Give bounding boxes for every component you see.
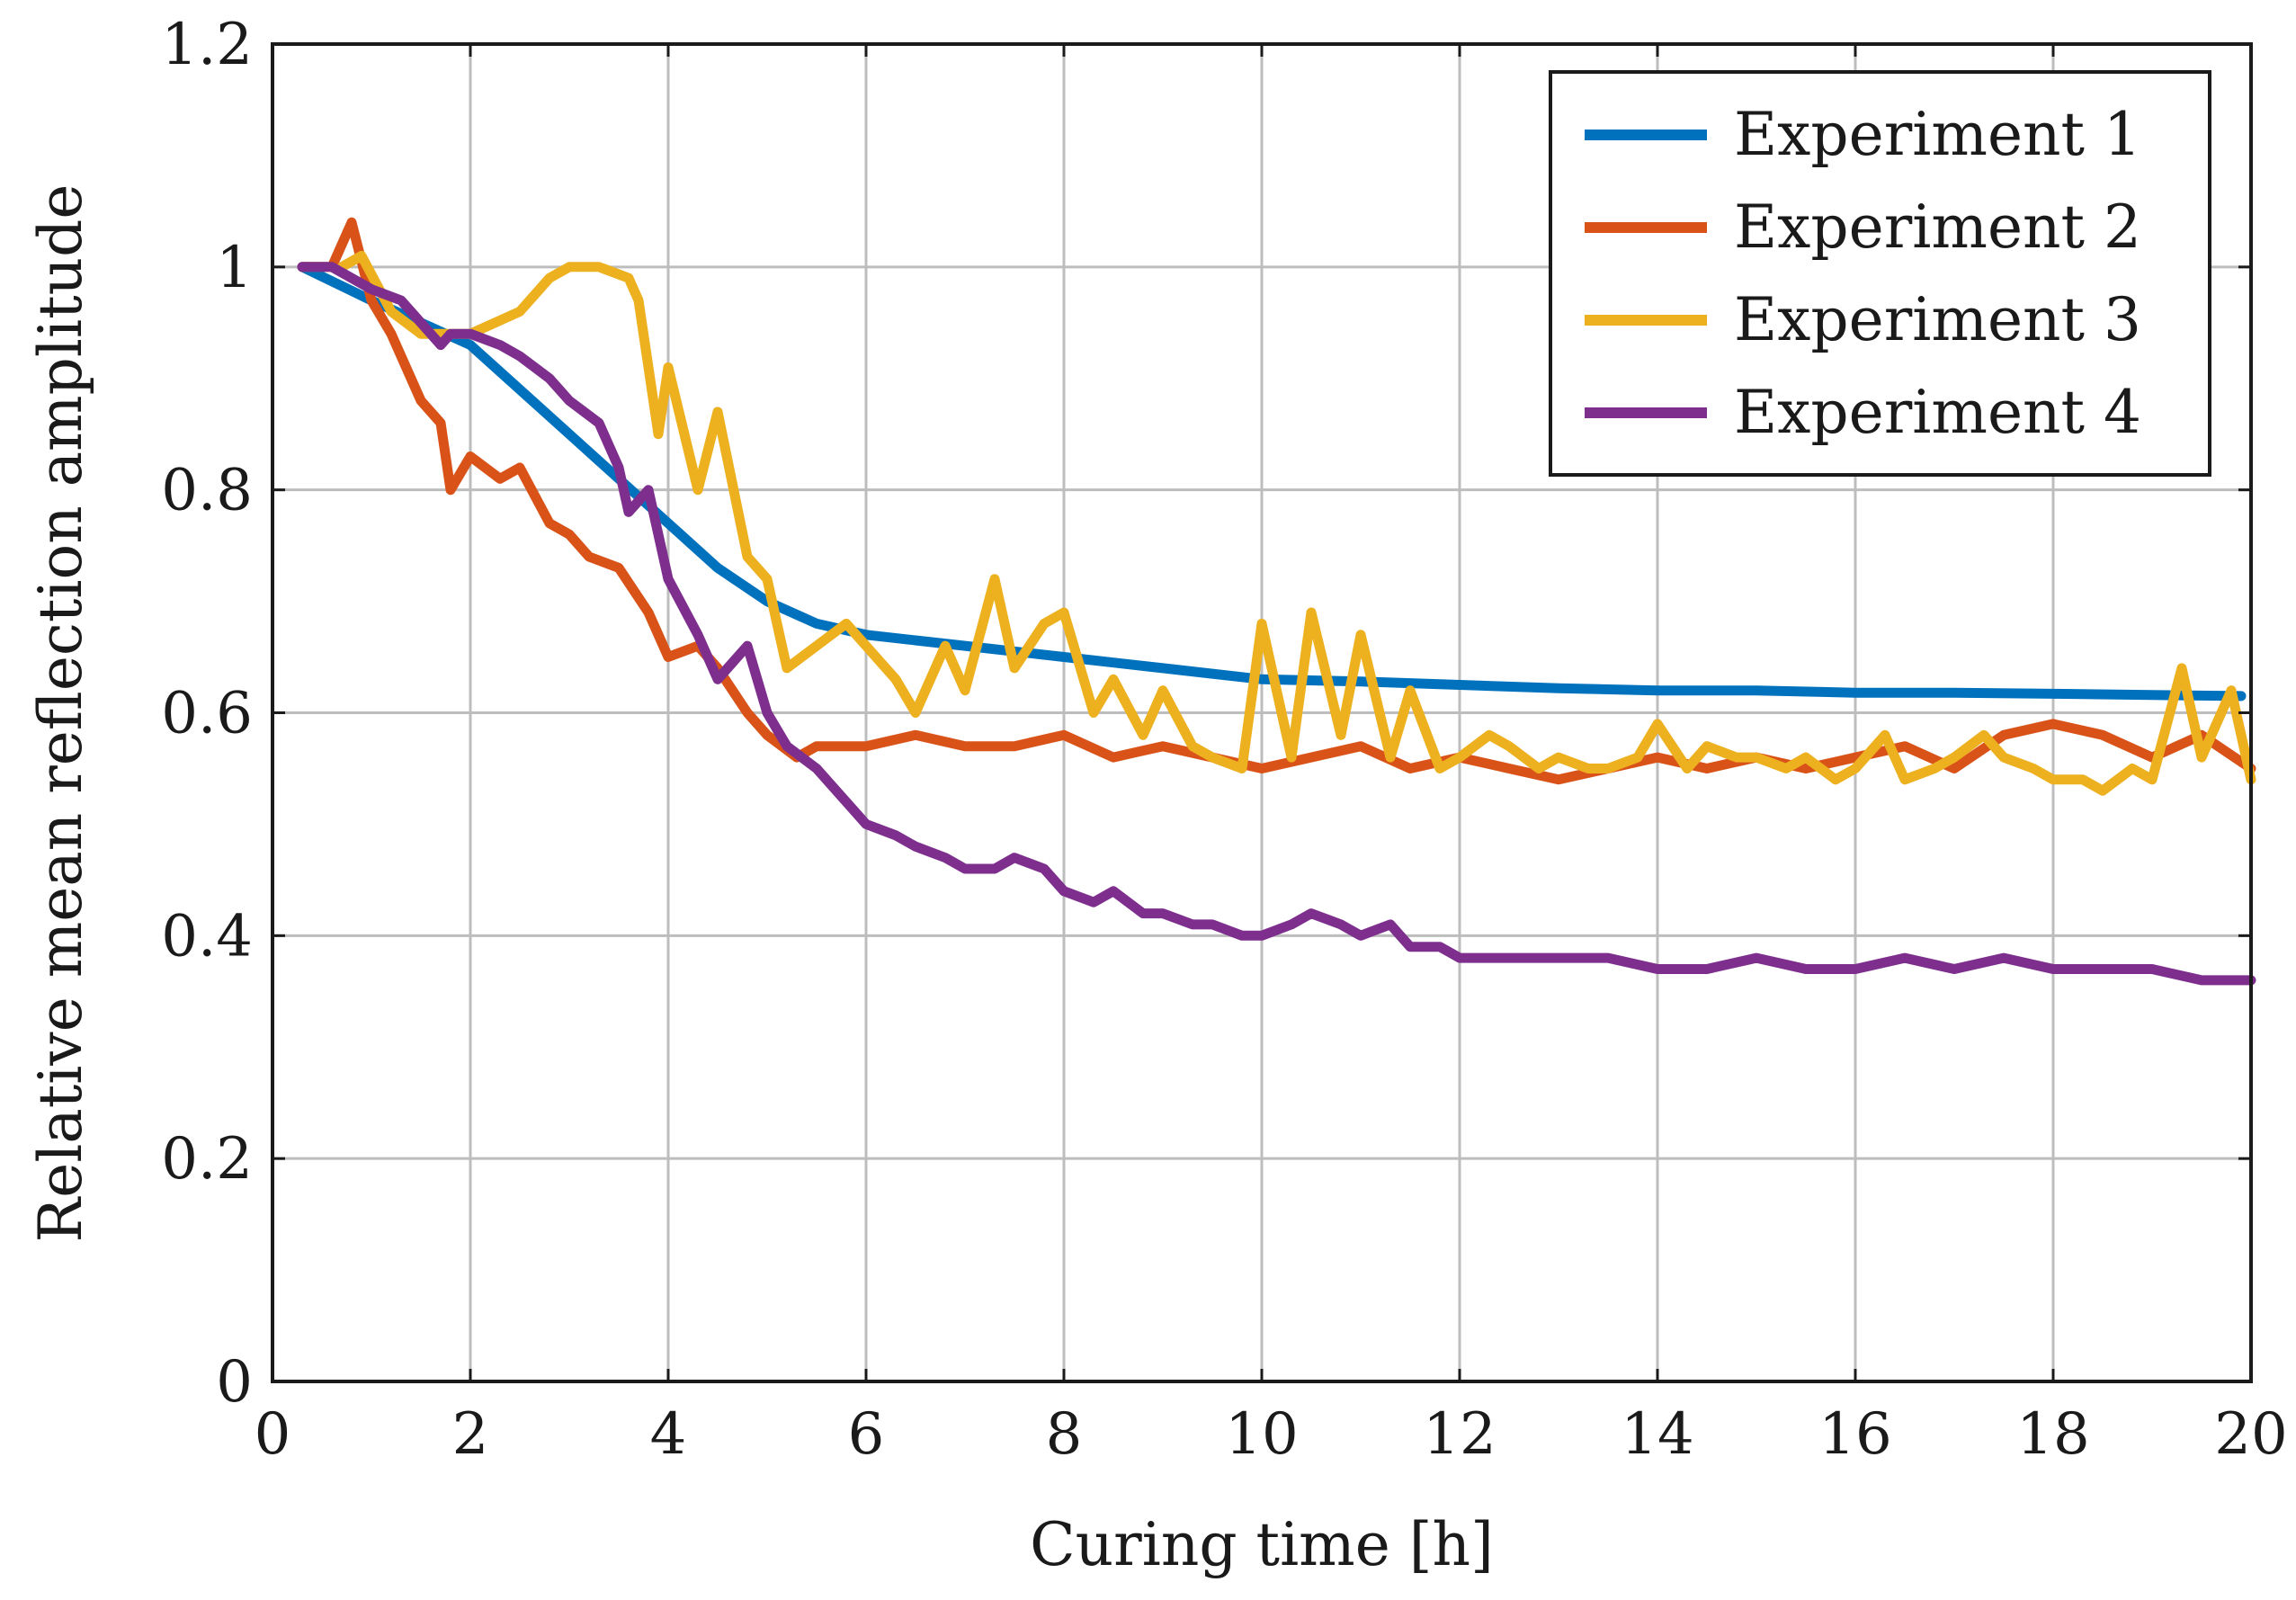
y-tick-label: 0.6 <box>161 681 253 747</box>
x-tick-label: 14 <box>1621 1401 1693 1468</box>
series-line-experiment-2 <box>297 217 2256 785</box>
y-tick-labels: 0 0.2 0.4 0.6 0.8 1 1.2 <box>161 12 253 1416</box>
y-tick-label: 1 <box>216 235 253 301</box>
series-line-experiment-1 <box>297 262 2247 702</box>
x-tick-label: 4 <box>650 1401 687 1468</box>
y-tick-label: 0.4 <box>161 903 253 970</box>
x-tick-label: 18 <box>2016 1401 2089 1468</box>
ticks <box>271 42 2253 1383</box>
x-tick-label: 12 <box>1423 1401 1496 1468</box>
x-tick-labels: 0 2 4 6 8 10 12 14 16 18 20 <box>255 1401 2288 1468</box>
y-tick-label: 0 <box>216 1349 253 1416</box>
x-tick-label: 16 <box>1818 1401 1891 1468</box>
x-tick-label: 10 <box>1225 1401 1298 1468</box>
legend-label-experiment-2: Experiment 2 <box>1734 192 2141 262</box>
x-tick-label: 6 <box>848 1401 885 1468</box>
y-tick-label: 1.2 <box>161 12 253 78</box>
y-axis-title: Relative mean reflection amplitude <box>26 184 95 1243</box>
x-tick-label: 8 <box>1046 1401 1083 1468</box>
series-line-experiment-4 <box>297 262 2256 986</box>
x-tick-label: 0 <box>255 1401 291 1468</box>
series-group <box>297 217 2256 986</box>
x-tick-label: 20 <box>2214 1401 2287 1468</box>
y-tick-label: 0.8 <box>161 458 253 524</box>
legend-label-experiment-3: Experiment 3 <box>1734 285 2141 354</box>
legend: Experiment 1 Experiment 2 Experiment 3 Expe… <box>1549 70 2211 477</box>
legend-label-experiment-1: Experiment 1 <box>1734 100 2141 169</box>
y-tick-label: 0.2 <box>161 1126 253 1193</box>
x-tick-label: 2 <box>452 1401 489 1468</box>
x-axis-title: Curing time [h] <box>1030 1510 1494 1579</box>
series-line-experiment-3 <box>336 250 2256 796</box>
legend-label-experiment-4: Experiment 4 <box>1734 378 2141 447</box>
